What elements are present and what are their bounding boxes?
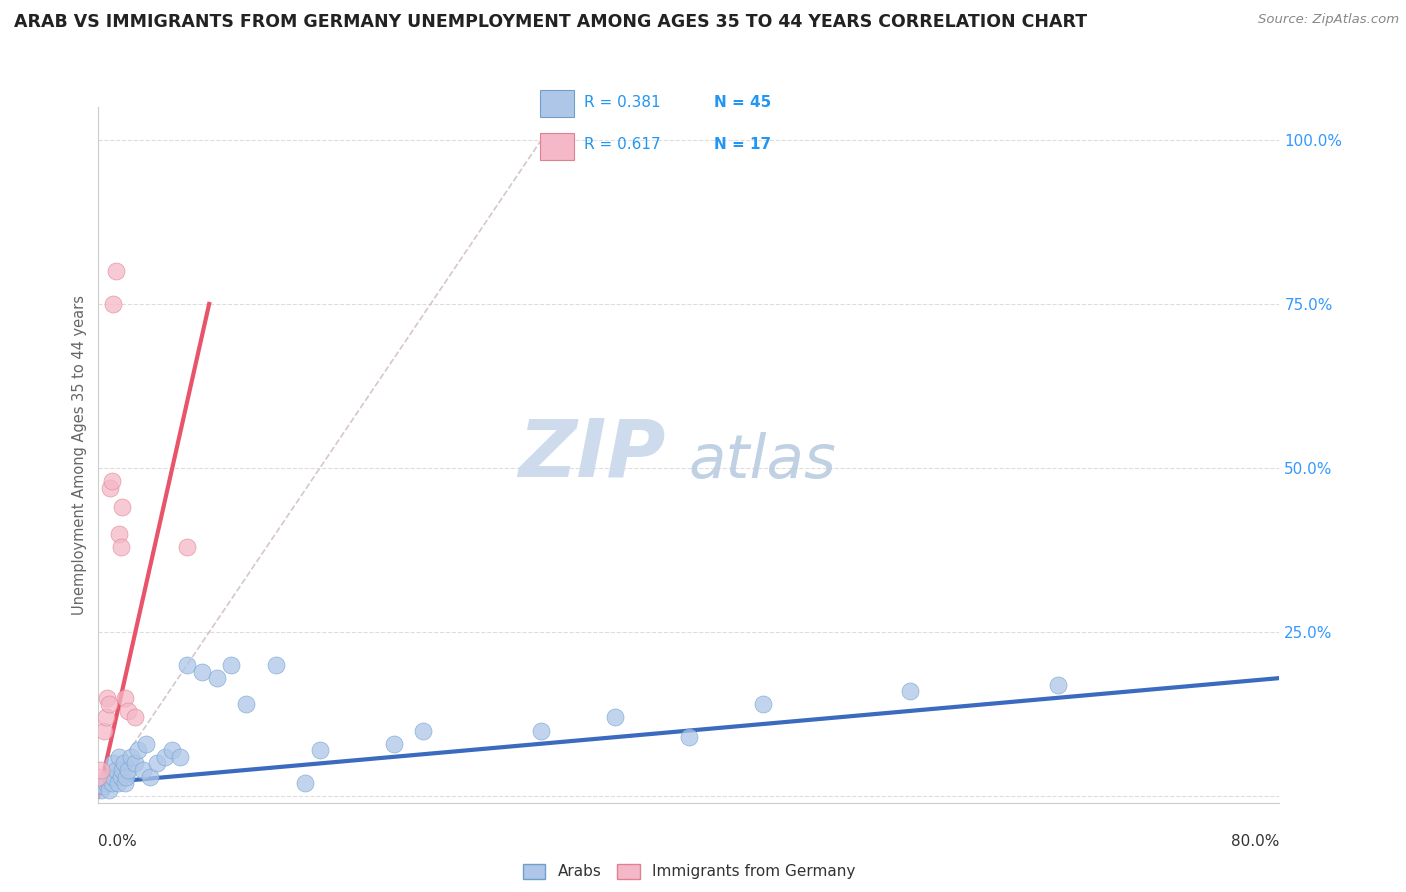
Y-axis label: Unemployment Among Ages 35 to 44 years: Unemployment Among Ages 35 to 44 years [72, 295, 87, 615]
Point [117, 704, 139, 718]
Text: ARAB VS IMMIGRANTS FROM GERMANY UNEMPLOYMENT AMONG AGES 35 TO 44 YEARS CORRELATI: ARAB VS IMMIGRANTS FROM GERMANY UNEMPLOY… [14, 13, 1087, 31]
Text: R = 0.381: R = 0.381 [583, 95, 661, 110]
Point [309, 743, 332, 757]
Point [90, 782, 112, 797]
Text: R = 0.617: R = 0.617 [583, 137, 661, 153]
Point [87, 770, 110, 784]
Point [530, 723, 553, 738]
Point [110, 540, 132, 554]
Point [127, 743, 149, 757]
Point [412, 723, 434, 738]
Point [146, 756, 169, 771]
Text: atlas: atlas [689, 433, 837, 491]
Point [111, 500, 134, 515]
Point [117, 763, 139, 777]
Point [382, 737, 405, 751]
Point [103, 756, 125, 771]
Point [235, 698, 257, 712]
Point [205, 671, 228, 685]
Legend: Arabs, Immigrants from Germany: Arabs, Immigrants from Germany [516, 857, 862, 886]
Point [169, 749, 191, 764]
Point [94, 710, 117, 724]
Point [1046, 678, 1069, 692]
Bar [540, 133, 575, 160]
Point [110, 770, 132, 784]
Point [176, 657, 198, 672]
Point [97, 698, 120, 712]
Point [153, 749, 176, 764]
Text: 80.0%: 80.0% [1232, 834, 1279, 849]
Text: N = 17: N = 17 [714, 137, 770, 153]
Point [94, 776, 117, 790]
Point [93, 723, 115, 738]
Point [108, 526, 131, 541]
Text: N = 45: N = 45 [714, 95, 770, 110]
Point [191, 665, 214, 679]
Point [91, 780, 114, 794]
Point [114, 690, 136, 705]
Text: 0.0%: 0.0% [98, 834, 138, 849]
Point [107, 776, 129, 790]
Point [108, 749, 131, 764]
Point [124, 756, 146, 771]
Point [111, 763, 134, 777]
Point [120, 749, 142, 764]
Point [114, 776, 136, 790]
Point [135, 737, 157, 751]
Point [124, 710, 146, 724]
Point [132, 763, 155, 777]
Point [90, 763, 112, 777]
Point [100, 776, 122, 790]
Point [103, 297, 125, 311]
Point [751, 698, 773, 712]
Text: ZIP: ZIP [517, 416, 665, 494]
Point [294, 776, 316, 790]
Point [115, 770, 138, 784]
Point [112, 756, 135, 771]
Text: Source: ZipAtlas.com: Source: ZipAtlas.com [1258, 13, 1399, 27]
Point [264, 657, 287, 672]
Point [105, 264, 128, 278]
Point [98, 770, 121, 784]
Point [605, 710, 627, 724]
Bar [540, 90, 575, 117]
Point [105, 763, 128, 777]
Point [100, 474, 122, 488]
Point [96, 772, 118, 787]
Point [98, 481, 121, 495]
Point [176, 540, 198, 554]
Point [219, 657, 242, 672]
Point [87, 776, 110, 790]
Point [900, 684, 922, 698]
Point [162, 743, 183, 757]
Point [103, 770, 125, 784]
Point [678, 730, 700, 744]
Point [97, 782, 120, 797]
Point [96, 690, 118, 705]
Point [139, 770, 162, 784]
